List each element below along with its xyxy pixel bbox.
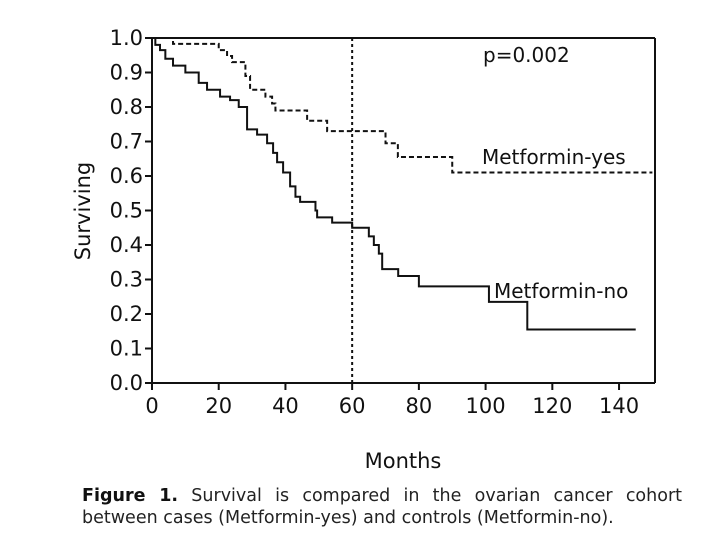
survival-curve-metformin-yes xyxy=(152,37,653,174)
y-tick-label: 0.5 xyxy=(110,199,143,223)
y-tick-label: 1.0 xyxy=(110,26,143,50)
y-tick-label: 0.9 xyxy=(110,61,143,85)
x-tick-label: 40 xyxy=(272,394,299,418)
y-tick-label: 0.1 xyxy=(110,337,143,361)
caption-text: Survival is compared in the ovarian canc… xyxy=(82,486,682,528)
x-tick-label: 20 xyxy=(205,394,232,418)
legend-label-metformin-yes: Metformin-yes xyxy=(482,145,626,169)
y-tick-label: 0.0 xyxy=(110,371,143,395)
y-tick-label: 0.8 xyxy=(110,95,143,119)
legend-label-metformin-no: Metformin-no xyxy=(494,279,628,303)
x-tick-label: 60 xyxy=(339,394,366,418)
x-tick-label: 140 xyxy=(599,394,639,418)
x-axis-label: Months xyxy=(365,449,442,473)
x-tick-label: 120 xyxy=(532,394,572,418)
survival-curve-metformin-no xyxy=(152,37,636,331)
y-tick-label: 0.7 xyxy=(110,130,143,154)
x-tick-label: 0 xyxy=(145,394,158,418)
x-tick-label: 80 xyxy=(406,394,433,418)
y-tick-label: 0.3 xyxy=(110,268,143,292)
x-tick-label: 100 xyxy=(466,394,506,418)
y-tick-label: 0.4 xyxy=(110,233,143,257)
caption-label: Figure 1. xyxy=(82,486,179,506)
figure-caption: Figure 1. Survival is compared in the ov… xyxy=(82,485,682,529)
p-value-annotation: p=0.002 xyxy=(483,43,570,67)
y-axis-label: Surviving xyxy=(71,162,95,260)
y-tick-label: 0.2 xyxy=(110,302,143,326)
y-tick-label: 0.6 xyxy=(110,164,143,188)
